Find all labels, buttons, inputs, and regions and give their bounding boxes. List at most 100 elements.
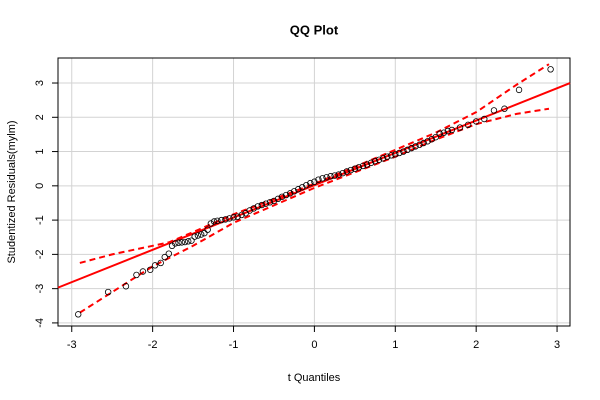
point — [201, 229, 208, 237]
point — [420, 139, 427, 147]
point — [178, 239, 185, 246]
point — [416, 141, 423, 148]
point — [194, 232, 202, 239]
point — [303, 181, 310, 189]
point — [282, 191, 290, 199]
point — [214, 217, 221, 224]
point — [396, 149, 403, 157]
point — [490, 107, 498, 114]
point — [347, 166, 355, 174]
point — [147, 266, 154, 273]
point — [481, 115, 488, 123]
point — [339, 169, 346, 177]
point — [408, 144, 415, 152]
point — [367, 159, 375, 167]
point — [404, 146, 411, 154]
y-tick-label: -1 — [34, 215, 46, 225]
point — [204, 226, 211, 233]
point — [274, 195, 282, 203]
y-tick-label: 2 — [34, 114, 46, 120]
point — [299, 184, 306, 191]
plot-frame — [57, 57, 571, 327]
point — [188, 237, 195, 244]
point — [254, 203, 261, 210]
point — [547, 66, 554, 73]
point — [165, 250, 173, 257]
point — [222, 216, 229, 223]
point — [456, 124, 464, 131]
point — [197, 231, 205, 238]
point — [412, 143, 419, 150]
x-axis-label: t Quantiles — [288, 372, 341, 384]
point — [444, 127, 452, 135]
x-tick-label: -2 — [148, 339, 158, 351]
y-tick-label: 3 — [34, 80, 46, 86]
point — [311, 178, 318, 185]
point — [104, 288, 112, 296]
point — [384, 153, 391, 160]
point — [172, 240, 179, 247]
point — [151, 262, 159, 269]
y-tick-label: -4 — [34, 318, 46, 328]
point — [234, 213, 241, 220]
point — [278, 193, 286, 200]
point — [400, 148, 407, 155]
point — [464, 121, 472, 129]
x-tick-label: 2 — [473, 339, 479, 351]
x-tick-label: -3 — [67, 339, 77, 351]
fit-line — [57, 82, 571, 289]
point — [270, 197, 278, 205]
point — [448, 126, 456, 134]
point — [343, 168, 350, 175]
chart-title: QQ Plot — [290, 22, 339, 37]
point — [266, 199, 274, 206]
point — [327, 173, 334, 180]
point — [226, 215, 233, 222]
x-tick-label: -1 — [229, 339, 239, 351]
point — [175, 239, 182, 246]
point — [258, 201, 266, 209]
x-tick-label: 0 — [311, 339, 317, 351]
point — [432, 133, 439, 141]
y-tick-label: 0 — [34, 183, 46, 189]
point — [424, 138, 431, 145]
point — [290, 188, 298, 195]
point — [388, 152, 395, 159]
point — [250, 205, 257, 212]
point — [331, 172, 338, 179]
point — [335, 171, 342, 178]
point — [501, 105, 508, 112]
point — [181, 238, 189, 246]
point — [286, 190, 294, 197]
point — [323, 174, 330, 181]
x-tick-label: 1 — [392, 339, 398, 351]
point — [515, 86, 523, 94]
point — [319, 175, 326, 182]
point — [375, 156, 383, 163]
point — [307, 179, 314, 187]
point — [230, 214, 237, 221]
point — [262, 200, 270, 207]
point — [207, 220, 215, 227]
point — [210, 218, 218, 225]
point — [315, 176, 322, 183]
point — [157, 259, 164, 267]
y-tick-label: 1 — [34, 148, 46, 154]
point — [351, 165, 359, 172]
point — [218, 216, 225, 224]
point — [436, 130, 443, 137]
point — [355, 164, 363, 171]
y-axis-label: Studentized Residuals(mylm) — [6, 120, 18, 263]
point — [246, 207, 253, 214]
point — [185, 238, 192, 245]
y-tick-label: -2 — [34, 249, 46, 259]
point — [371, 157, 379, 165]
point — [363, 161, 371, 168]
point — [295, 186, 302, 193]
point — [161, 253, 168, 261]
x-tick-label: 3 — [554, 339, 560, 351]
point — [191, 233, 198, 240]
point — [428, 136, 435, 143]
point — [392, 151, 399, 158]
y-tick-label: -3 — [34, 284, 46, 294]
